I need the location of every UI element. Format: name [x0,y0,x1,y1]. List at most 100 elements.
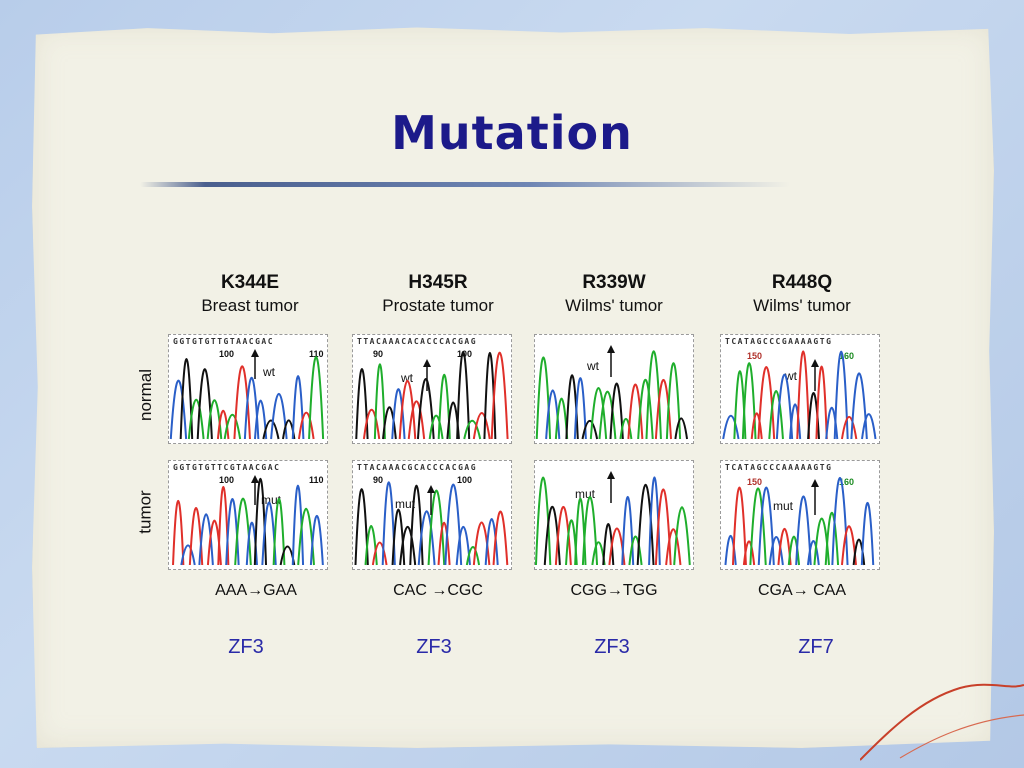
sequence-text: GGTGTGTTCGTAACGAC [173,463,281,472]
codon-change: CAC →CGC [393,582,483,599]
chromatogram-peak [619,417,633,440]
chromatogram-peak [309,514,324,566]
chromatogram-peak [444,483,463,566]
position-label: 90 [373,349,384,359]
chromatogram-peak [665,528,682,566]
panel-header: K344E Breast tumor [160,272,340,316]
panel-header: H345R Prostate tumor [348,272,528,316]
chromatogram-peak [665,362,682,440]
chromatogram-peak [861,413,877,440]
chromatogram-peak [253,399,268,440]
mutation-label: R448Q [771,272,833,293]
chromatogram-tumor: TTACAAACGCACCCACGAG 90 100 mut [352,460,512,570]
chromatogram-peak [172,499,185,566]
chromatogram-peak [455,526,471,566]
chromatogram-peak [428,414,444,440]
chromatogram-peak [602,523,615,566]
chromatogram-peak [472,412,491,440]
chromatogram-peak [554,398,569,440]
chromatogram-peak [535,356,552,440]
position-label: 100 [219,349,235,359]
chromatogram-normal: TCATAGCCCGAAAAGTG 150 160 wt [720,334,880,444]
tumor-type: Wilms' tumor [565,296,663,315]
chromatogram-normal: GGTGTGTTGTAACGAC 100 110 wt [168,334,328,444]
row-label-normal: normal [135,369,155,421]
chromatogram-peak [373,363,386,440]
chromatogram-peak [850,372,868,440]
chromatogram-peak [724,534,737,566]
chromatogram-peak [796,350,811,440]
marker-label: wt [263,365,275,379]
chromatogram-peak [355,368,369,440]
zinc-finger-label: ZF3 [594,636,630,658]
chromatogram-peak [674,417,689,440]
chromatogram-peak [609,382,624,440]
panel-header: R448Q Wilms' tumor [712,272,892,316]
chromatogram-peak [490,351,509,440]
chromatogram-peak [427,489,446,566]
chromatogram-peak [187,399,205,440]
chromatogram-peak [824,511,840,566]
chromatogram-peak [789,403,802,440]
sequence-text: GGTGTGTTGTAACGAC [173,337,275,346]
chromatogram-peak [437,522,451,566]
chromatogram-peak [398,380,417,440]
chromatogram-peak [270,392,288,440]
chromatogram-normal: TTACAAACACACCCACGAG 90 100 wt [352,334,512,444]
tumor-type: Breast tumor [201,296,299,315]
marker-label: mut [261,493,282,507]
chromatogram-peak [409,485,424,566]
chromatogram-peak [272,497,286,566]
chromatogram-peak [216,410,230,440]
chromatogram-peak [775,373,794,440]
chromatogram-peak [731,486,747,566]
chromatogram-peak [399,526,417,566]
chromatogram-peak [381,481,396,566]
chromatogram-peak [840,416,858,440]
chromatogram-peak [198,513,214,566]
chromatogram-peak [581,495,599,566]
codon-change: CGA→ CAA [757,582,846,599]
sequence-text: TTACAAACGCACCCACGAG [357,463,478,472]
chromatogram-peak [627,383,644,440]
chromatogram-normal: wt [534,334,694,444]
chromatogram-peak [492,510,509,566]
chromatogram-peak [654,379,673,440]
chromatogram-peak [297,411,315,440]
chromatogram-peak [598,390,617,440]
position-label: 150 [747,351,763,361]
sequence-text: TTACAAACACACCCACGAG [357,337,478,346]
chromatogram-peak [645,350,662,440]
chromatogram-peak [825,406,839,440]
chromatogram-tumor: GGTGTGTTCGTAACGAC 100 110 mut [168,460,328,570]
position-label: 110 [309,349,324,359]
chromatogram-peak [768,536,784,566]
chromatogram-peak [291,375,305,440]
chromatogram-peak [741,362,757,440]
chromatogram-peak [437,373,451,440]
chromatogram-peak [750,412,763,440]
chromatogram-peak [722,414,740,440]
chromatogram-peak [416,378,435,440]
sequence-text: TCATAGCCCGAAAAGTG [725,337,833,346]
chromatogram-peak [787,536,801,566]
chromatogram-peak [621,495,635,566]
chromatogram-tumor: TCATAGCCCAAAAAGTG 150 160 mut [720,460,880,570]
chromatogram-peak [456,350,471,440]
row-label-tumor: tumor [135,490,155,534]
marker-label: wt [401,371,413,385]
chromatogram-peak [757,486,775,566]
mutation-label: K344E [220,272,280,293]
chromatogram-peak [768,389,784,440]
chromatogram-peak [417,510,436,566]
chromatogram-peak [308,356,325,440]
position-label: 160 [839,351,855,361]
chromatogram-tumor: mut [534,460,694,570]
chromatogram-peak [484,518,499,566]
chromatogram-peak [169,380,188,440]
chromatogram-peak [589,386,608,440]
marker-label: mut [395,497,416,511]
chromatogram-peak [233,365,251,440]
position-label: 100 [457,475,473,485]
mutation-label: R339W [582,272,646,293]
